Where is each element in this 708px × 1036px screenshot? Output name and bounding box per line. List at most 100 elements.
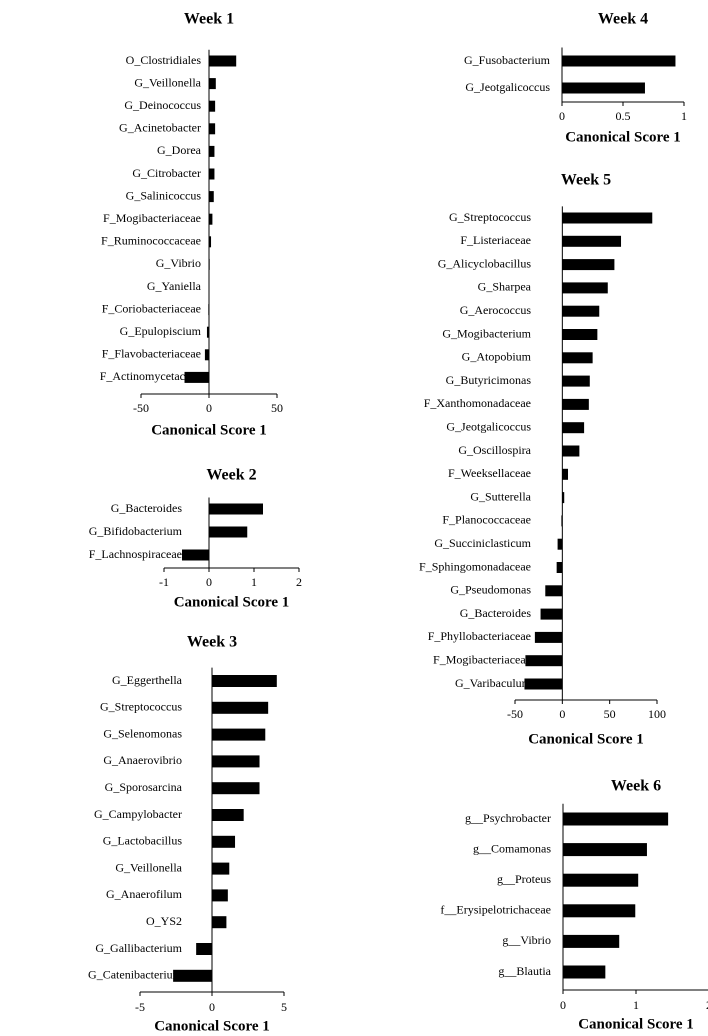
bar [182, 549, 209, 561]
bar [562, 282, 608, 294]
x-tick-label: 50 [271, 401, 283, 415]
bar [209, 145, 215, 157]
bar [562, 212, 653, 224]
category-label: G_Veillonella [115, 860, 182, 874]
category-label: F_Flavobacteriaceae [102, 347, 201, 361]
x-axis-title: Canonical Score 1 [154, 1018, 270, 1034]
bar [209, 123, 216, 135]
x-tick-label: 0 [206, 401, 212, 415]
category-label: F_Weeksellaceae [448, 466, 531, 480]
category-label: G_Atopobium [462, 350, 532, 364]
bar [562, 468, 569, 480]
bar [209, 258, 210, 270]
x-axis-title: Canonical Score 1 [565, 129, 681, 145]
x-axis-title: Canonical Score 1 [151, 422, 267, 438]
category-label: G_Dorea [157, 143, 202, 157]
x-tick-label: 0.5 [616, 109, 631, 123]
category-label: G_Streptococcus [449, 210, 531, 224]
category-label: G_Sutterella [470, 489, 531, 503]
category-label: G_Citrobacter [132, 166, 201, 180]
x-tick-label: -5 [135, 1000, 145, 1014]
bar [209, 526, 248, 538]
bar [556, 562, 563, 573]
chart-title: Week 4 [598, 11, 648, 28]
bar [545, 585, 563, 597]
x-tick-label: 0 [560, 998, 566, 1012]
bar [209, 100, 216, 112]
bar [212, 809, 244, 821]
category-label: g__Proteus [497, 872, 551, 886]
chart-title: Week 2 [206, 467, 256, 484]
category-label: F_Lachnospiraceae [89, 547, 182, 561]
chart-title: Week 5 [561, 172, 611, 189]
bar [173, 969, 212, 982]
category-label: g__Vibrio [502, 933, 551, 947]
category-label: G_Aerococcus [460, 303, 532, 317]
category-label: F_Listeriaceae [460, 233, 531, 247]
category-label: G_Salinicoccus [126, 188, 202, 202]
x-tick-label: 0 [559, 109, 565, 123]
bar [212, 916, 227, 929]
bar [209, 168, 215, 180]
category-label: g__Psychrobacter [465, 811, 551, 825]
category-label: G_Deinococcus [124, 98, 201, 112]
bar [561, 515, 563, 527]
bar [212, 755, 260, 768]
category-label: F_Coriobacteriaceae [102, 301, 201, 315]
bar [557, 538, 563, 550]
category-label: G_Bacteroides [460, 606, 532, 620]
x-tick-label: 1 [633, 998, 639, 1012]
category-label: G_Pseudomonas [450, 583, 531, 597]
x-axis-title: Canonical Score 1 [528, 731, 644, 747]
bar [563, 812, 669, 826]
bar [562, 235, 622, 247]
bar [562, 492, 565, 504]
bar [212, 862, 230, 875]
category-label: G_Sharpea [478, 280, 532, 294]
category-label: G_Fusobacterium [464, 53, 551, 67]
x-tick-label: 0 [206, 575, 212, 589]
bar [562, 398, 589, 410]
category-label: g__Comamonas [473, 841, 551, 855]
bar [540, 608, 563, 620]
category-label: F_Xanthomonadaceae [424, 396, 531, 410]
bar [525, 655, 563, 667]
bar [209, 503, 263, 515]
x-tick-label: -50 [133, 401, 149, 415]
chart-title: Week 3 [187, 634, 237, 651]
chart-title: Week 1 [184, 11, 234, 28]
category-label: G_Alicyclobacillus [438, 256, 532, 270]
category-label: G_Campylobacter [94, 807, 182, 821]
category-label: G_Anaerofilum [106, 887, 183, 901]
x-tick-label: 100 [648, 707, 666, 721]
category-label: G_Selenomonas [103, 726, 182, 740]
category-label: G_Varibaculum [455, 676, 532, 690]
bar [562, 352, 593, 364]
category-label: G_Bifidobacterium [89, 524, 183, 538]
category-label: G_Anaerovibrio [103, 753, 182, 767]
bar [212, 675, 277, 687]
category-label: G_Acinetobacter [119, 121, 201, 135]
x-tick-label: 1 [681, 109, 687, 123]
x-tick-label: 0 [209, 1000, 215, 1014]
category-label: G_Catenibacterium [88, 968, 183, 982]
bar [209, 236, 212, 248]
bar [209, 191, 214, 203]
x-tick-label: 2 [296, 575, 302, 589]
category-label: G_Mogibacterium [442, 326, 531, 340]
category-label: F_Planococcaceae [442, 513, 531, 527]
bar [562, 55, 676, 67]
bar [208, 304, 209, 316]
x-axis-title: Canonical Score 1 [174, 594, 290, 610]
category-label: f__Erysipelotrichaceae [440, 903, 551, 917]
bar [204, 349, 209, 361]
category-label: G_Butyricimonas [446, 373, 532, 387]
category-label: g__Blautia [498, 964, 551, 978]
x-tick-label: 5 [281, 1000, 287, 1014]
category-label: F_Mogibacteriaceae [433, 652, 531, 666]
category-label: G_Yaniella [147, 279, 202, 293]
bar [562, 422, 585, 434]
category-label: F_Phyllobacteriaceae [428, 629, 531, 643]
bar [212, 889, 228, 902]
